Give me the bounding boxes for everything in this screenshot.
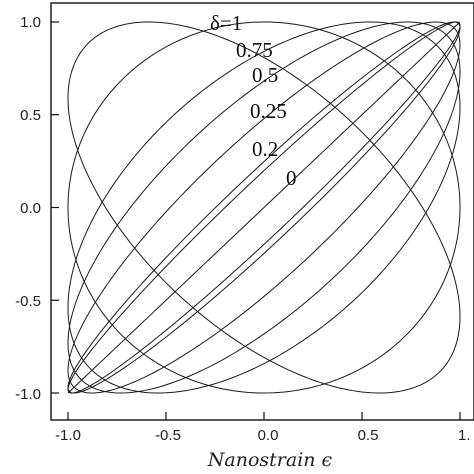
x-tick-label: 0.0 xyxy=(258,427,279,444)
x-tick-label: 0.5 xyxy=(358,427,379,444)
curve-label-delta-0.5: 0.5 xyxy=(252,63,278,87)
y-tick-label: 0.5 xyxy=(20,107,41,124)
x-tick-label: -1.0 xyxy=(55,427,81,444)
x-tick-label: -0.5 xyxy=(155,427,181,444)
y-tick-label: -1.0 xyxy=(15,386,41,403)
curve-label-delta-0.75: 0.75 xyxy=(236,38,273,62)
y-tick-label: 1.0 xyxy=(20,14,41,31)
series-line-delta-0.2 xyxy=(67,21,461,394)
series-line-delta-0.5 xyxy=(67,21,461,394)
y-tick-label: 0.0 xyxy=(20,200,41,217)
series-line-delta-0 xyxy=(67,21,461,394)
curve-label-delta-1: δ=1 xyxy=(210,11,242,35)
plot-frame xyxy=(50,2,474,421)
y-tick-label: -0.5 xyxy=(15,293,41,310)
curve-label-delta-0.25: 0.25 xyxy=(250,99,287,123)
ticks-group xyxy=(51,21,461,420)
x-tick-label: 1. xyxy=(458,427,471,444)
curve-label-delta-0.2: 0.2 xyxy=(252,137,278,161)
series-line-delta-1 xyxy=(67,21,461,394)
curves-group xyxy=(67,21,461,394)
curve-label-delta-0: 0 xyxy=(286,166,297,190)
series-line-delta-0.75 xyxy=(67,21,461,394)
series-line-unlabeled xyxy=(67,21,461,394)
x-axis-title: Nanostrain ϵ xyxy=(207,449,333,471)
series-line-unlabeled xyxy=(67,21,461,394)
